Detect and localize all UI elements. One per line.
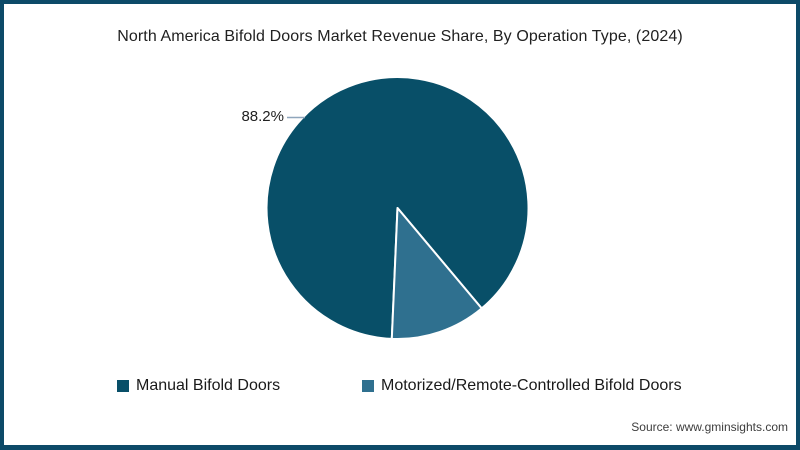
legend-label-manual: Manual Bifold Doors <box>136 377 281 394</box>
chart-title: North America Bifold Doors Market Revenu… <box>117 28 683 45</box>
legend-item-motorized[interactable]: Motorized/Remote-Controlled Bifold Doors <box>362 376 682 396</box>
pie-slice-motorized[interactable] <box>390 207 483 340</box>
source-attribution: Source: www.gminsights.com <box>631 420 788 434</box>
legend-marker-motorized-icon <box>362 380 374 392</box>
legend-item-manual[interactable]: Manual Bifold Doors <box>117 376 280 396</box>
legend-marker-manual-icon <box>117 380 129 392</box>
data-label-manual-share: 88.2% <box>241 108 284 125</box>
legend-label-motorized: Motorized/Remote-Controlled Bifold Doors <box>381 377 682 394</box>
